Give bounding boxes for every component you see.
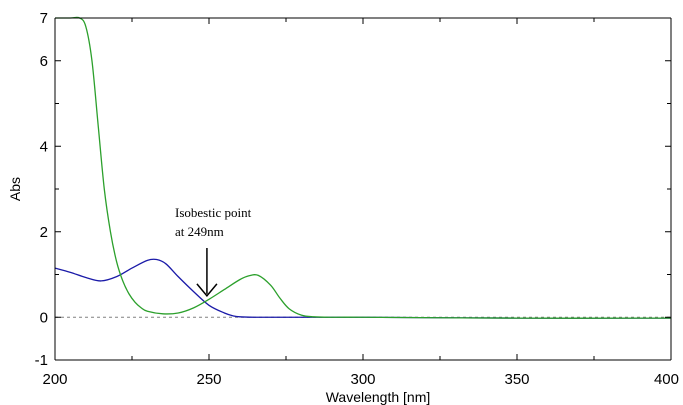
x-tick-label: 250 — [196, 371, 221, 388]
series-layer — [54, 16, 672, 319]
x-tick-label: 200 — [42, 371, 67, 388]
x-tick-label: 400 — [654, 371, 679, 388]
annotation-label-line-2: at 249nm — [175, 224, 224, 239]
x-axis-title: Wavelength [nm] — [326, 389, 431, 405]
x-ticks: 200 250 300 350 400 — [42, 18, 679, 388]
y-tick-label: 4 — [40, 138, 48, 155]
series-line-green — [55, 16, 672, 319]
y-tick-label: 2 — [40, 224, 48, 241]
axes: 200 250 300 350 400 -1 0 2 4 6 7 — [35, 10, 679, 388]
x-tick-label: 300 — [350, 371, 375, 388]
y-tick-label: 0 — [40, 309, 48, 326]
y-ticks: -1 0 2 4 6 7 — [35, 10, 671, 369]
y-axis-title: Abs — [7, 177, 23, 201]
y-tick-label: 7 — [40, 10, 48, 27]
x-tick-label: 350 — [504, 371, 529, 388]
series-line-blue — [54, 258, 672, 319]
annotation-arrow-head — [196, 283, 218, 298]
y-tick-label: 6 — [40, 53, 48, 70]
y-tick-label: -1 — [35, 352, 48, 369]
annotation: Isobestic point at 249nm — [175, 205, 252, 298]
annotation-label-line-1: Isobestic point — [175, 205, 252, 220]
